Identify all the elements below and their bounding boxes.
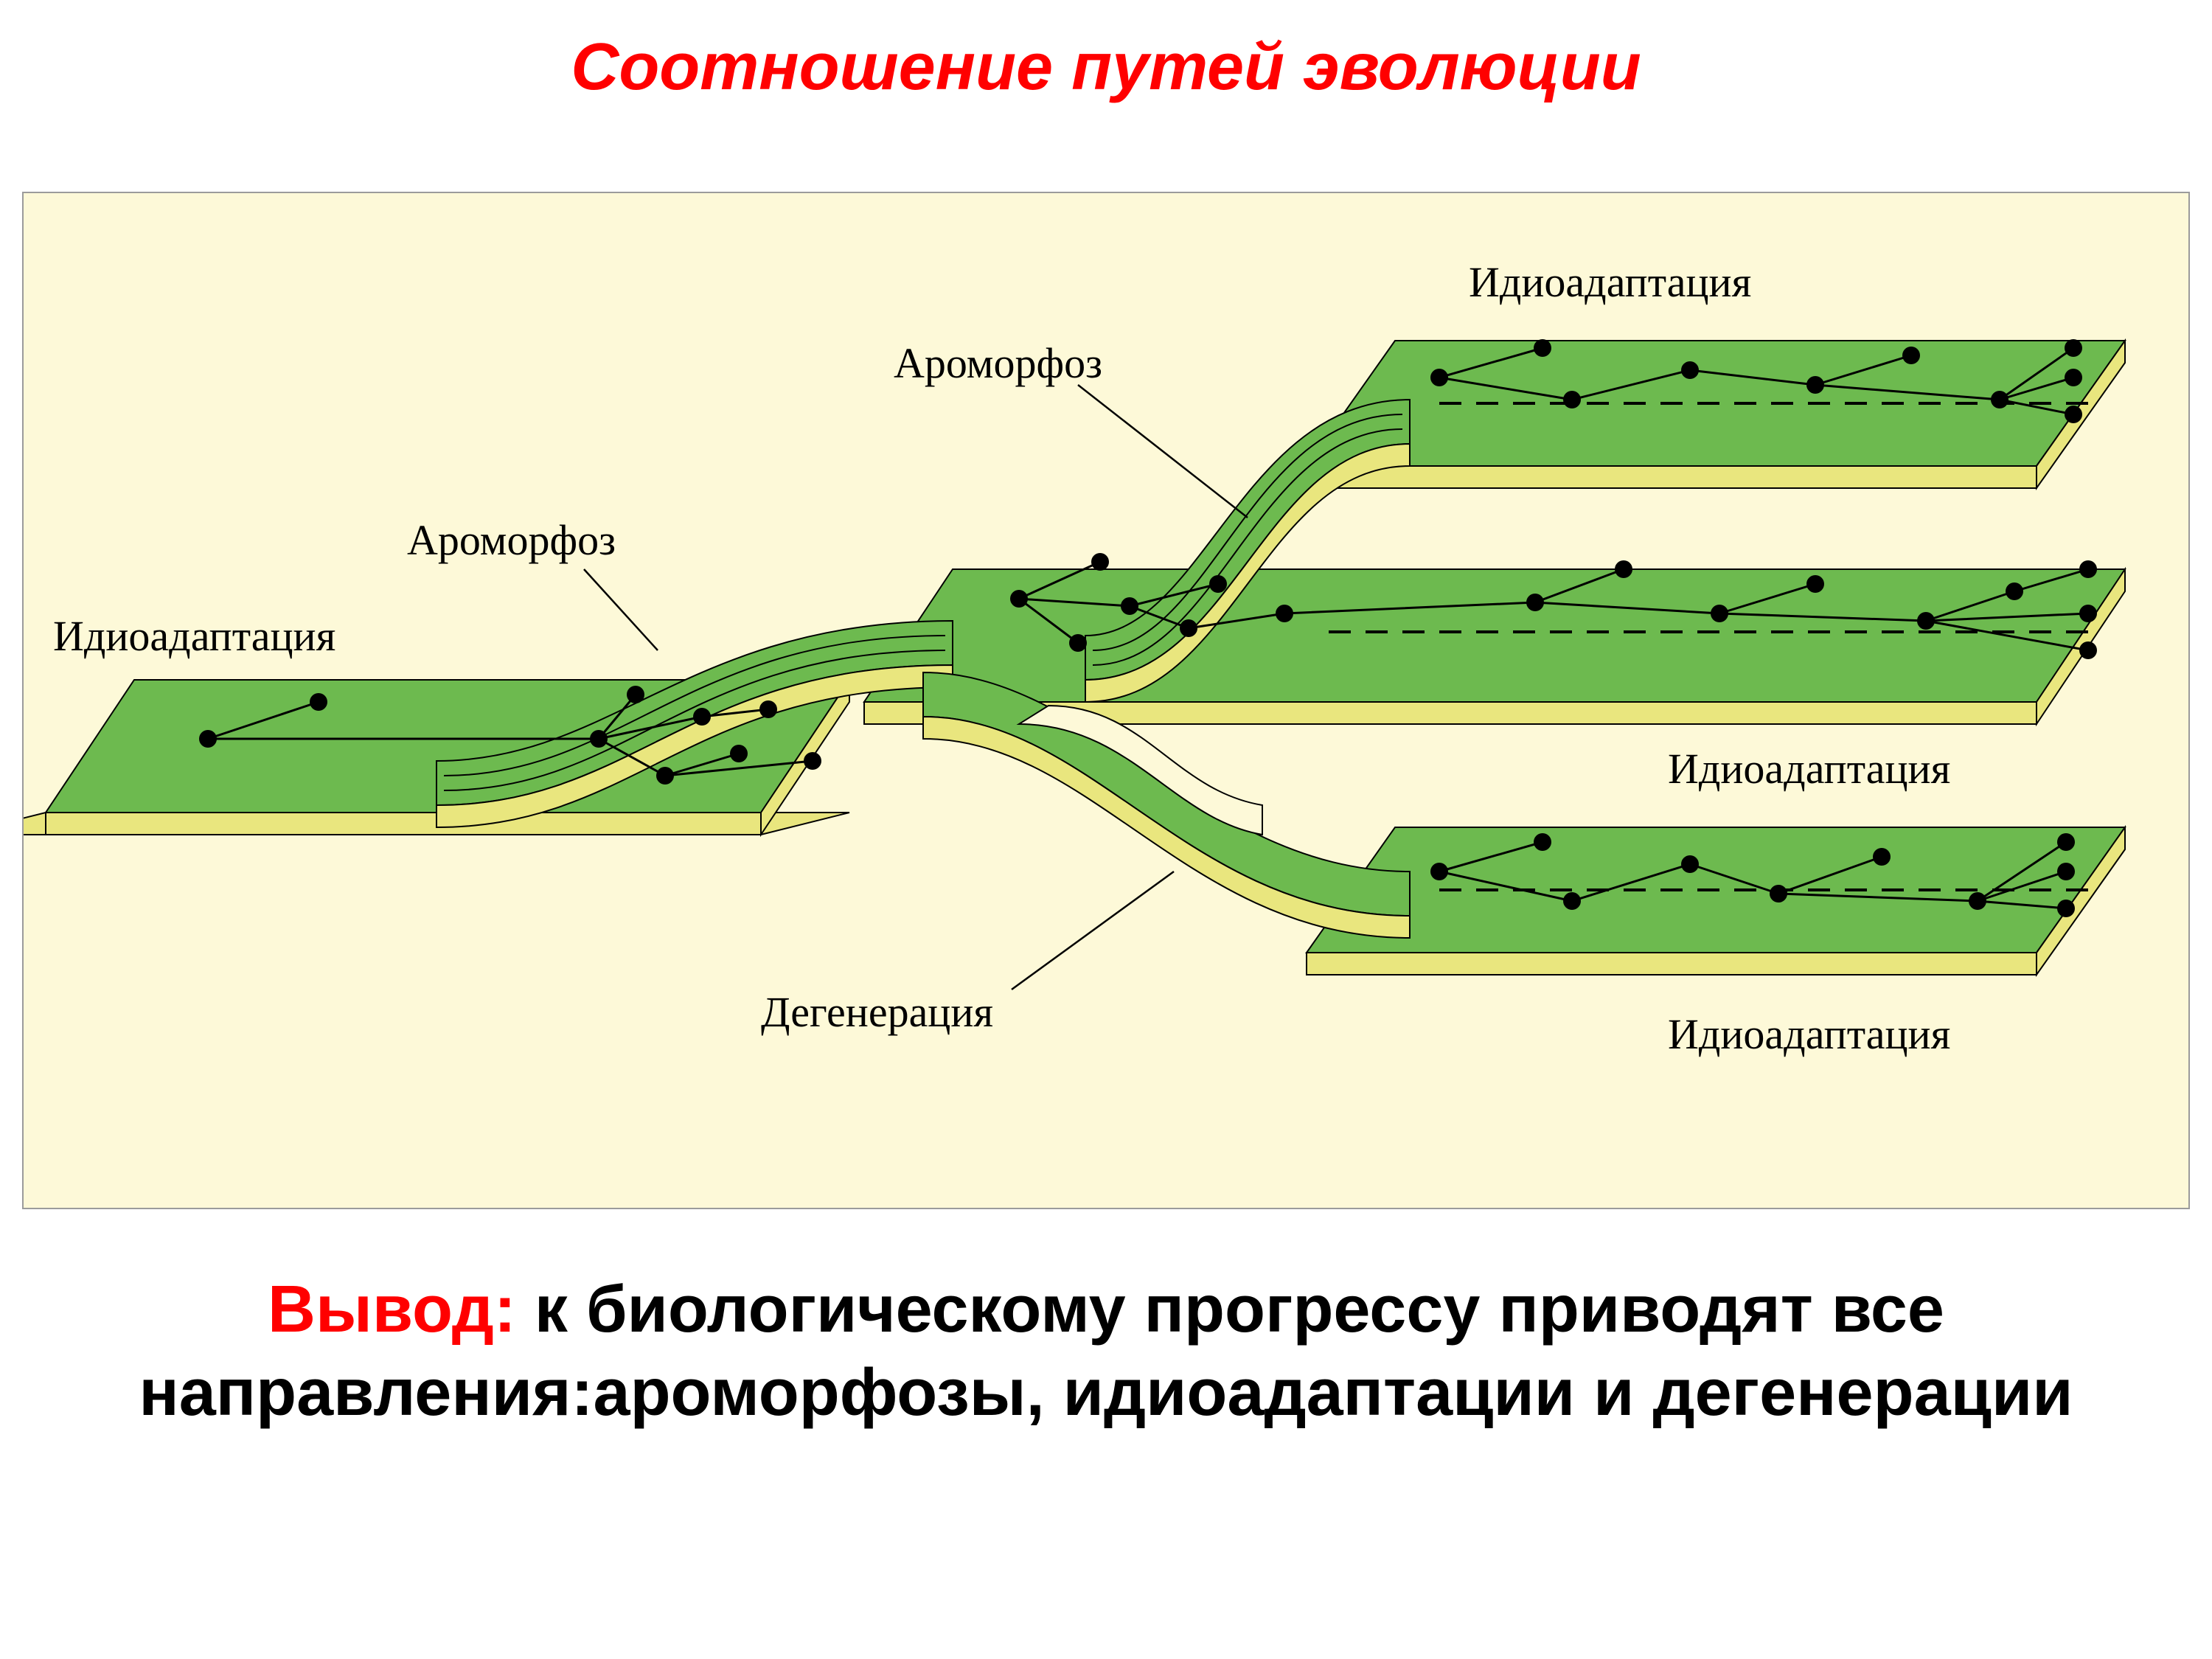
- page-title: Соотношение путей эволюции: [0, 0, 2212, 105]
- conclusion-prefix: Вывод:: [268, 1273, 516, 1346]
- plate-top: [1307, 341, 2125, 488]
- evolution-diagram: Идиоадаптация Ароморфоз Ароморфоз Идиоад…: [24, 193, 2191, 1211]
- diagram-panel: Идиоадаптация Ароморфоз Ароморфоз Идиоад…: [22, 192, 2190, 1209]
- label-aro-2: Ароморфоз: [894, 339, 1102, 387]
- label-idio-mid: Идиоадаптация: [1668, 745, 1950, 793]
- label-degen: Дегенерация: [761, 988, 993, 1036]
- label-aro-1: Ароморфоз: [407, 516, 616, 564]
- label-idio-bot: Идиоадаптация: [1668, 1010, 1950, 1058]
- plate-mid: [864, 569, 2125, 724]
- label-idio-top: Идиоадаптация: [1469, 258, 1751, 306]
- plate-bottom: [1307, 827, 2125, 975]
- conclusion-text: Вывод: к биологическому прогрессу привод…: [0, 1268, 2212, 1434]
- label-idio-left: Идиоадаптация: [53, 612, 335, 660]
